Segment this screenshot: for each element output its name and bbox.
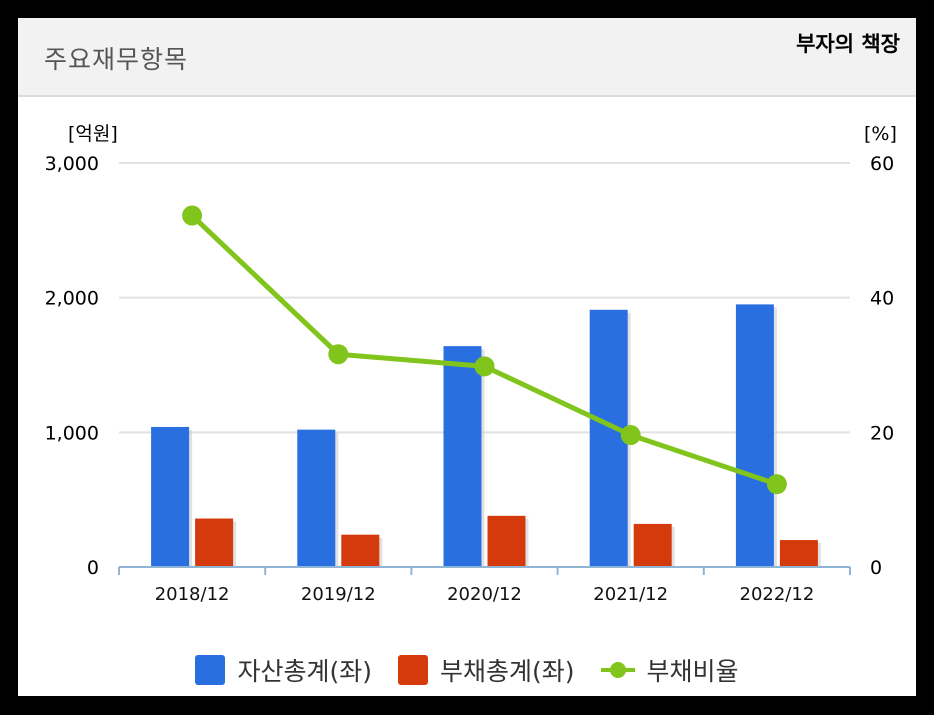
bar-assets xyxy=(735,304,774,567)
legend-item-liabilities[interactable]: 부채총계(좌) xyxy=(397,652,575,688)
y-right-tick-label: 20 xyxy=(870,422,894,444)
y-left-unit-label: [억원] xyxy=(68,123,118,145)
bar-assets xyxy=(443,346,482,567)
legend-item-assets[interactable]: 자산총계(좌) xyxy=(195,652,372,688)
x-tick-label: 2020/12 xyxy=(447,584,522,605)
y-right-tick-label: 0 xyxy=(870,557,882,579)
x-tick-label: 2022/12 xyxy=(740,584,815,605)
y-left-tick-label: 1,000 xyxy=(45,422,99,444)
point-debt-ratio xyxy=(182,205,203,226)
financial-chart-card: 주요재무항목 부자의 책장 0 1,000 2,000 3,000 0 20 40 60 [억원… xyxy=(18,18,916,696)
legend-label-debt-ratio: 부채비율 xyxy=(646,657,739,686)
point-debt-ratio xyxy=(620,425,641,446)
source-badge: 부자의 책장 xyxy=(796,32,900,56)
point-debt-ratio xyxy=(328,344,349,365)
bar-liabilities xyxy=(341,534,380,567)
point-debt-ratio xyxy=(474,356,495,377)
legend-label-liabilities: 부채총계(좌) xyxy=(439,657,575,686)
y-left-tick-label: 0 xyxy=(87,557,99,579)
chart-header: 주요재무항목 부자의 책장 xyxy=(18,18,916,97)
y-left-tick-label: 2,000 xyxy=(45,288,99,310)
y-right-tick-label: 60 xyxy=(870,153,894,175)
bar-liabilities xyxy=(195,518,234,567)
point-debt-ratio xyxy=(766,474,787,495)
bar-liabilities xyxy=(779,540,818,567)
chart-plot: 0 1,000 2,000 3,000 0 20 40 60 [억원] [%] 2018/12 201… xyxy=(45,123,897,605)
legend-label-assets: 자산총계(좌) xyxy=(237,657,372,686)
y-right-unit-label: [%] xyxy=(864,123,897,145)
x-tick-label: 2021/12 xyxy=(593,584,668,605)
y-right-tick-label: 40 xyxy=(870,288,894,310)
legend-line-symbol-debt-ratio xyxy=(600,655,635,685)
bar-liabilities xyxy=(633,523,672,567)
legend-item-debt-ratio[interactable]: 부채비율 xyxy=(600,652,739,688)
line-debt-ratio xyxy=(190,213,778,487)
chart-legend: 자산총계(좌) 부채총계(좌) 부채비율 xyxy=(18,650,916,690)
legend-swatch-assets xyxy=(195,655,226,685)
x-tick-label: 2018/12 xyxy=(155,584,230,605)
x-tick-label: 2019/12 xyxy=(301,584,376,605)
y-left-tick-label: 3,000 xyxy=(45,153,99,175)
bar-assets xyxy=(151,426,190,567)
legend-swatch-liabilities xyxy=(397,655,428,685)
chart-title: 주요재무항목 xyxy=(44,45,189,74)
bar-assets xyxy=(297,429,336,567)
bar-liabilities xyxy=(487,515,526,567)
